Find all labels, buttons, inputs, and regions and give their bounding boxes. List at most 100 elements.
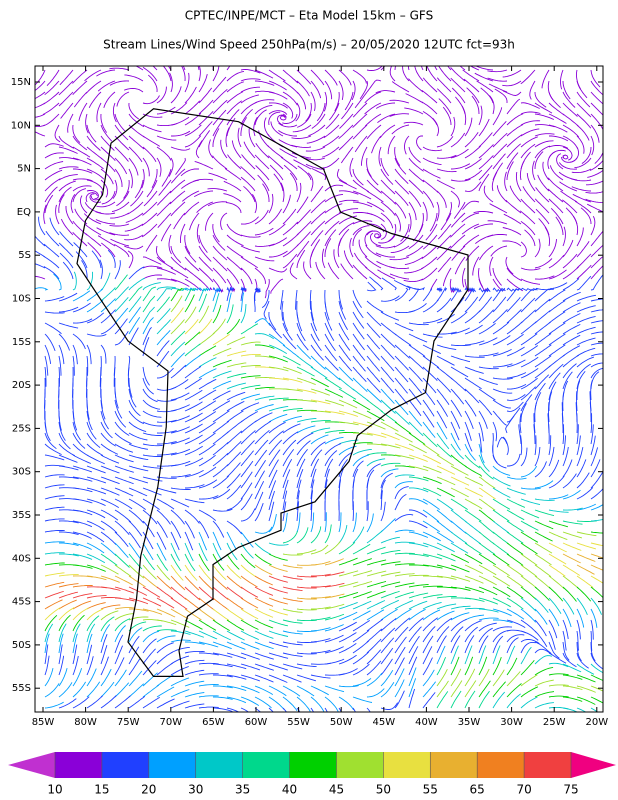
streamline (125, 212, 144, 223)
streamline (58, 520, 79, 524)
streamline (450, 476, 470, 486)
streamline (254, 395, 275, 401)
streamline (509, 185, 522, 203)
streamline (394, 494, 407, 511)
streamline (576, 472, 590, 489)
streamline (351, 80, 356, 101)
streamline (142, 608, 163, 615)
streamline (590, 652, 603, 669)
streamline (72, 454, 92, 464)
streamline (450, 286, 460, 292)
streamline (436, 498, 454, 511)
streamline (466, 87, 480, 104)
streamline (506, 297, 521, 313)
streamline (576, 315, 596, 324)
streamline (422, 432, 438, 448)
streamline (255, 165, 270, 181)
streamline (324, 658, 345, 665)
streamline (506, 657, 518, 676)
streamline (142, 95, 160, 105)
streamline (240, 597, 259, 609)
streamline (127, 250, 134, 269)
streamline (254, 597, 274, 607)
streamline (170, 700, 190, 709)
streamline (170, 677, 190, 687)
streamline (338, 399, 358, 409)
streamline (366, 618, 384, 632)
streamline (408, 212, 412, 233)
streamline (109, 67, 130, 71)
streamline (226, 553, 240, 570)
streamline (478, 575, 497, 586)
streamline (380, 501, 386, 522)
streamline (338, 322, 350, 341)
streamline (142, 520, 155, 538)
streamline (226, 564, 242, 580)
streamline (324, 541, 341, 555)
streamline (461, 212, 480, 223)
streamline (86, 432, 101, 448)
streamline (408, 443, 427, 454)
streamline (450, 443, 465, 460)
streamline (576, 80, 588, 99)
streamline (450, 618, 467, 632)
streamline (142, 684, 160, 698)
streamline (240, 375, 261, 379)
streamline (450, 575, 471, 582)
streamline (338, 208, 359, 214)
streamline (156, 286, 176, 291)
streamline (605, 81, 618, 91)
streamline (282, 707, 287, 712)
streamline (212, 508, 233, 512)
streamline (560, 69, 564, 90)
streamline (156, 190, 172, 206)
streamline (307, 172, 314, 192)
streamline (184, 86, 197, 104)
streamline (44, 541, 65, 544)
streamline (231, 140, 242, 159)
streamline (282, 512, 288, 533)
colorbar-box (524, 752, 571, 778)
streamline (183, 201, 200, 216)
streamline (58, 682, 73, 698)
streamline (72, 668, 83, 687)
streamline (590, 531, 603, 534)
streamline (524, 229, 536, 247)
streamline (58, 655, 65, 676)
streamline (394, 355, 409, 371)
streamline (464, 476, 483, 487)
streamline (487, 69, 508, 73)
streamline (100, 604, 121, 610)
streamline (128, 443, 149, 450)
streamline (548, 91, 561, 109)
streamline (605, 367, 618, 380)
streamline (534, 520, 554, 530)
streamline (74, 208, 88, 225)
streamline (380, 647, 394, 665)
streamline (394, 344, 410, 359)
streamline (478, 366, 499, 370)
streamline (492, 619, 513, 624)
streamline (240, 685, 260, 694)
streamline (114, 509, 132, 523)
streamline (548, 124, 568, 133)
streamline (107, 249, 116, 269)
streamline (422, 179, 439, 193)
streamline (212, 66, 220, 82)
streamline (72, 80, 88, 96)
streamline (461, 105, 467, 126)
streamline (338, 525, 348, 544)
streamline (562, 542, 582, 551)
streamline (264, 278, 270, 299)
streamline (243, 185, 256, 203)
streamline (464, 355, 485, 358)
streamline (156, 635, 176, 643)
streamline (422, 542, 442, 551)
streamline (492, 597, 511, 608)
streamline (198, 684, 219, 687)
streamline (520, 465, 538, 478)
streamline (562, 564, 581, 576)
streamline (44, 552, 65, 555)
streamline (170, 509, 185, 525)
streamline (353, 252, 368, 269)
